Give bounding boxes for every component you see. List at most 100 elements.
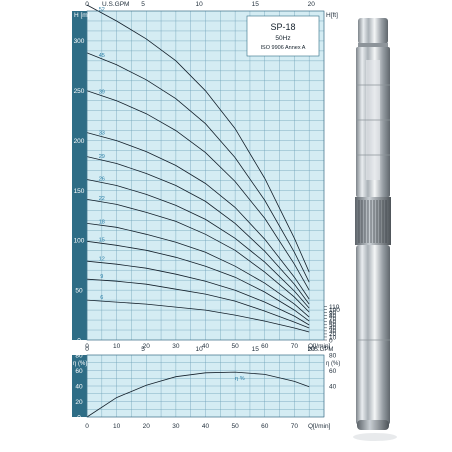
- stage-label-6: 6: [100, 295, 103, 301]
- pump-product-image: [353, 18, 397, 441]
- eff-left-ylabel: η (%): [73, 361, 87, 367]
- eff-tick-right-80: 80: [329, 352, 337, 359]
- tick-h-ft-10: 10: [329, 334, 337, 341]
- main-right-ylabel: H[ft]: [326, 12, 338, 19]
- stage-label-33: 33: [99, 131, 105, 137]
- eff-tick-gpm-10: 10: [196, 346, 204, 353]
- curve-stage-39: [86, 90, 310, 291]
- eff-left-band: [72, 355, 87, 417]
- eff-tick-left-20: 20: [75, 399, 83, 406]
- stage-label-45: 45: [99, 53, 105, 59]
- curve-stage-52: [86, 4, 310, 273]
- eff-tick-gpm-20: 20: [308, 346, 316, 353]
- eff-tick-left-40: 40: [75, 383, 83, 390]
- tick-lmin-20: 20: [143, 343, 151, 350]
- main-curves: [86, 4, 310, 333]
- tick-h-m-300: 300: [74, 38, 85, 45]
- tick-h-m-100: 100: [74, 238, 85, 245]
- tick-h-ft-30: 30: [329, 328, 337, 335]
- stage-label-9: 9: [100, 274, 103, 280]
- chart-subtitle-standard: ISO 9906 Annex A: [261, 45, 306, 51]
- eff-curve-line: [86, 371, 310, 418]
- tick-lmin-40: 40: [202, 343, 210, 350]
- main-bottom-xlabel: Q[l/min]: [308, 343, 331, 350]
- stage-label-26: 26: [99, 176, 105, 182]
- eff-bottom-xlabel: Q[l/min]: [308, 423, 331, 430]
- main-xticks-top: 0 5 10 15 20: [85, 1, 315, 8]
- eff-tick-right-60: 60: [329, 368, 337, 375]
- eff-tick-lmin-30: 30: [172, 423, 180, 430]
- tick-gpm-10: 10: [196, 1, 204, 8]
- tick-gpm-20: 20: [308, 1, 316, 8]
- main-yticks-left: 0 50 100 150 200 250 300: [74, 38, 85, 344]
- curve-stage-33: [86, 132, 310, 300]
- tick-h-ft-20: 20: [329, 331, 337, 338]
- stage-label-22: 22: [99, 196, 105, 202]
- chart-legend-box: SP-18 50Hz ISO 9906 Annex A: [246, 15, 320, 57]
- main-left-ylabel: H [m]: [74, 12, 90, 19]
- eff-tick-lmin-10: 10: [113, 423, 121, 430]
- stage-label-18: 18: [99, 219, 105, 225]
- eff-tick-lmin-0: 0: [85, 423, 89, 430]
- curve-stage-26: [86, 179, 310, 309]
- tick-h-m-200: 200: [74, 138, 85, 145]
- tick-gpm-5: 5: [141, 1, 145, 8]
- eff-tick-gpm-5: 5: [141, 346, 145, 353]
- eff-tick-lmin-40: 40: [202, 423, 210, 430]
- eff-tick-left-60: 60: [75, 368, 83, 375]
- eff-tick-gpm-15: 15: [252, 346, 260, 353]
- main-top-xlabel: U.S.GPM: [102, 1, 129, 8]
- tick-lmin-70: 70: [291, 343, 299, 350]
- tick-h-ft-40: 40: [329, 325, 337, 332]
- stage-label-15: 15: [99, 237, 105, 243]
- curve-stage-22: [86, 199, 310, 313]
- tick-h-ft-50: 50: [329, 322, 337, 329]
- eff-tick-left-80: 80: [75, 352, 83, 359]
- eff-tick-lmin-20: 20: [143, 423, 151, 430]
- tick-lmin-30: 30: [172, 343, 180, 350]
- stage-label-52: 52: [99, 7, 105, 13]
- main-plot-frame: [86, 10, 325, 341]
- eff-tick-right-40: 40: [329, 383, 337, 390]
- tick-lmin-10: 10: [113, 343, 121, 350]
- stage-label-12: 12: [99, 257, 105, 263]
- curve-stage-15: [86, 240, 310, 322]
- eff-tick-lmin-50: 50: [232, 423, 240, 430]
- tick-lmin-60: 60: [261, 343, 269, 350]
- tick-h-m-0: 0: [77, 337, 81, 344]
- curve-stage-9: [86, 278, 310, 329]
- tick-h-m-150: 150: [74, 188, 85, 195]
- stage-label-39: 39: [99, 90, 105, 96]
- tick-h-ft-80: 80: [329, 313, 337, 320]
- tick-lmin-0: 0: [85, 343, 89, 350]
- eff-right-ylabel: η (%): [326, 361, 340, 367]
- eff-tick-lmin-70: 70: [291, 423, 299, 430]
- main-stage-labels: 52 45 39 33 29 26 22 18 15 12 9 6: [99, 7, 105, 301]
- tick-h-ft-70: 70: [329, 316, 337, 323]
- tick-h-ft-90: 90: [329, 310, 337, 317]
- eff-xticks-top: 0 5 10 15 20: [85, 346, 315, 353]
- tick-h-ft-100: 100: [329, 307, 340, 314]
- eff-yticks-left: 0 20 40 60 80: [75, 352, 83, 421]
- curve-stage-12: [86, 260, 310, 326]
- eff-tick-left-0: 0: [77, 414, 81, 421]
- eff-tick-gpm-0: 0: [85, 346, 89, 353]
- tick-lmin-50: 50: [232, 343, 240, 350]
- main-left-band: [72, 11, 87, 340]
- eff-plot-frame: [86, 354, 325, 418]
- tick-h-m-250: 250: [74, 88, 85, 95]
- tick-h-ft-0: 0: [329, 337, 333, 344]
- eff-series-label: η %: [235, 376, 245, 382]
- eff-xticks-bottom: 0 10 20 30 40 50 60 70: [85, 423, 298, 430]
- eff-curve: [86, 371, 310, 418]
- curve-stage-29: [86, 156, 310, 305]
- eff-yticks-right: 40 60 80: [329, 352, 337, 390]
- tick-gpm-0: 0: [85, 1, 89, 8]
- curve-stage-18: [86, 223, 310, 318]
- eff-tick-lmin-60: 60: [261, 423, 269, 430]
- tick-h-m-50: 50: [75, 287, 83, 294]
- tick-h-ft-110: 110: [329, 304, 340, 311]
- curve-stage-45: [86, 52, 310, 283]
